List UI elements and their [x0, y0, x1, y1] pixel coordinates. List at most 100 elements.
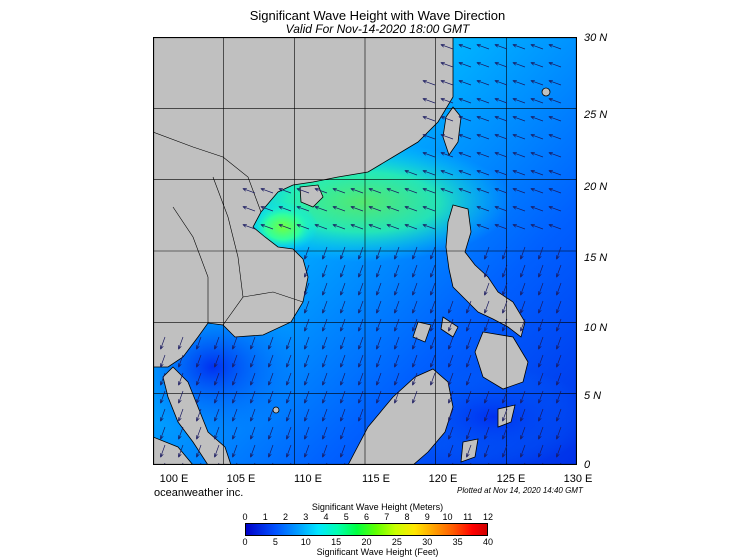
wave-arrow — [376, 354, 382, 368]
wave-arrow — [376, 318, 382, 332]
wave-arrow — [476, 98, 490, 104]
wave-arrow — [214, 444, 220, 458]
wave-arrow — [286, 408, 292, 422]
wave-arrow — [484, 318, 490, 332]
wave-arrow — [512, 98, 526, 104]
wave-arrow — [494, 80, 508, 86]
wave-arrow — [538, 246, 544, 260]
wave-arrow — [466, 444, 472, 458]
wave-arrow — [422, 188, 436, 194]
map-title: Significant Wave Height with Wave Direct… — [249, 8, 506, 23]
wave-arrow — [520, 444, 526, 458]
wave-arrow — [386, 206, 400, 212]
wave-arrow — [538, 354, 544, 368]
wave-arrow — [340, 264, 346, 278]
wave-arrow — [278, 188, 292, 194]
wave-arrow — [304, 354, 310, 368]
wave-arrow — [494, 134, 508, 140]
wave-arrow — [304, 318, 310, 332]
wave-arrow — [530, 206, 544, 212]
wave-arrow — [548, 206, 562, 212]
wave-arrow — [250, 444, 256, 458]
wave-arrow — [232, 390, 238, 404]
feet-tick: 10 — [300, 537, 311, 547]
wave-arrow — [178, 426, 184, 440]
wave-arrow — [304, 246, 310, 260]
wave-arrow — [476, 188, 490, 194]
wave-arrow — [358, 264, 364, 278]
wave-arrow — [440, 80, 454, 86]
wave-arrow — [422, 152, 436, 158]
wave-arrow — [538, 444, 544, 458]
wave-arrow — [350, 224, 364, 230]
meters-tick: 2 — [282, 512, 289, 522]
wave-arrow — [422, 134, 436, 140]
wave-arrow — [358, 336, 364, 350]
wave-arrow — [160, 408, 166, 422]
wave-arrow — [502, 390, 508, 404]
wave-arrow — [538, 390, 544, 404]
wave-arrow — [548, 98, 562, 104]
feet-tick: 5 — [272, 537, 278, 547]
wave-arrow — [250, 354, 256, 368]
wave-arrow — [368, 188, 382, 194]
wave-arrow — [376, 246, 382, 260]
wave-arrow — [556, 444, 562, 458]
wave-arrow — [430, 372, 436, 386]
wave-arrow — [278, 206, 292, 212]
meters-tick: 7 — [384, 512, 390, 522]
wave-arrow — [494, 224, 508, 230]
meters-tick: 0 — [242, 512, 248, 522]
wave-arrow — [368, 224, 382, 230]
wave-arrow — [394, 246, 400, 260]
wave-arrow — [358, 318, 364, 332]
wave-arrow — [286, 390, 292, 404]
wave-arrow — [458, 170, 472, 176]
wave-arrow — [512, 170, 526, 176]
lat-lon-grid — [153, 37, 577, 465]
wave-arrow — [376, 282, 382, 296]
wave-arrow — [368, 206, 382, 212]
wave-arrow — [458, 134, 472, 140]
wave-arrow — [322, 408, 328, 422]
wave-arrow — [512, 80, 526, 86]
wave-arrow — [538, 408, 544, 422]
wave-arrow — [520, 318, 526, 332]
wave-arrow — [296, 224, 310, 230]
wave-arrow — [394, 372, 400, 386]
wave-arrow — [304, 336, 310, 350]
wave-arrow — [358, 390, 364, 404]
lat-label: 15 N — [584, 252, 608, 264]
wave-arrow — [440, 152, 454, 158]
wave-arrow — [530, 44, 544, 50]
wave-arrow — [404, 170, 418, 176]
lon-label: 115 E — [362, 473, 390, 485]
wave-arrow — [394, 390, 400, 404]
wave-arrow — [250, 372, 256, 386]
wave-arrow — [358, 354, 364, 368]
wave-arrow — [160, 336, 166, 350]
wave-arrow — [538, 318, 544, 332]
wave-arrow — [512, 152, 526, 158]
wave-arrow — [440, 44, 454, 50]
wave-arrow — [556, 372, 562, 386]
wave-arrow — [476, 62, 490, 68]
wave-arrow — [160, 372, 166, 386]
wave-arrow — [502, 444, 508, 458]
colorbar-feet-label: Significant Wave Height (Feet) — [316, 547, 439, 557]
wave-arrow — [512, 206, 526, 212]
land-masses — [153, 37, 551, 465]
wave-arrow — [260, 224, 274, 230]
wave-arrow — [304, 426, 310, 440]
lon-label: 110 E — [294, 473, 322, 485]
wave-arrow — [340, 390, 346, 404]
wave-arrow — [556, 336, 562, 350]
wave-arrow — [214, 390, 220, 404]
wave-arrow — [160, 354, 166, 368]
wave-arrow — [494, 152, 508, 158]
lon-label: 130 E — [563, 473, 593, 485]
wave-arrow — [458, 152, 472, 158]
wave-arrow — [430, 264, 436, 278]
wave-arrow — [538, 282, 544, 296]
wave-arrow — [242, 188, 256, 194]
